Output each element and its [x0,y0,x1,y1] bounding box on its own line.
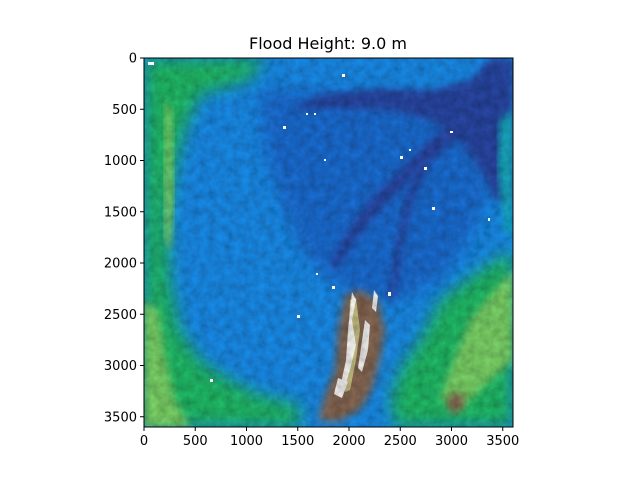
x-tick-label: 1500 [281,434,314,449]
x-tick-label: 2000 [332,434,365,449]
heatmap-image [144,58,513,427]
y-tick-label: 1000 [104,154,137,169]
x-tick-label: 1000 [230,434,263,449]
brown-peak-southeast [447,392,465,415]
lightgreen-band-west [144,300,190,427]
chart-title: Flood Height: 9.0 m [249,34,407,53]
lightgreen-southeast [440,270,513,410]
y-tick-label: 0 [129,52,137,67]
deep-channel-center [330,110,480,268]
plot-frame [143,57,514,428]
masked-peaks [334,290,378,398]
masked-pixels [148,62,490,382]
x-tick-label: 3500 [486,434,519,449]
y-tick-label: 3500 [104,410,137,425]
y-axis: 0 500 1000 1500 2000 2500 3000 3500 [104,52,144,425]
y-tick-label: 500 [112,103,137,118]
lightgreen-ridge-west [164,100,174,250]
x-tick-label: 500 [183,434,208,449]
deep-northeast [290,58,513,210]
y-tick-label: 2000 [104,257,137,272]
x-tick-label: 2500 [384,434,417,449]
x-tick-label: 0 [140,434,148,449]
y-tick-label: 1500 [104,205,137,220]
x-tick-label: 3000 [435,434,468,449]
x-axis: 0 500 1000 1500 2000 2500 3000 3500 [140,427,519,449]
green-land-west [144,58,300,427]
y-tick-label: 2500 [104,308,137,323]
cyan-east [498,110,513,240]
y-tick-label: 3000 [104,359,137,374]
deep-channel-south [388,160,428,300]
